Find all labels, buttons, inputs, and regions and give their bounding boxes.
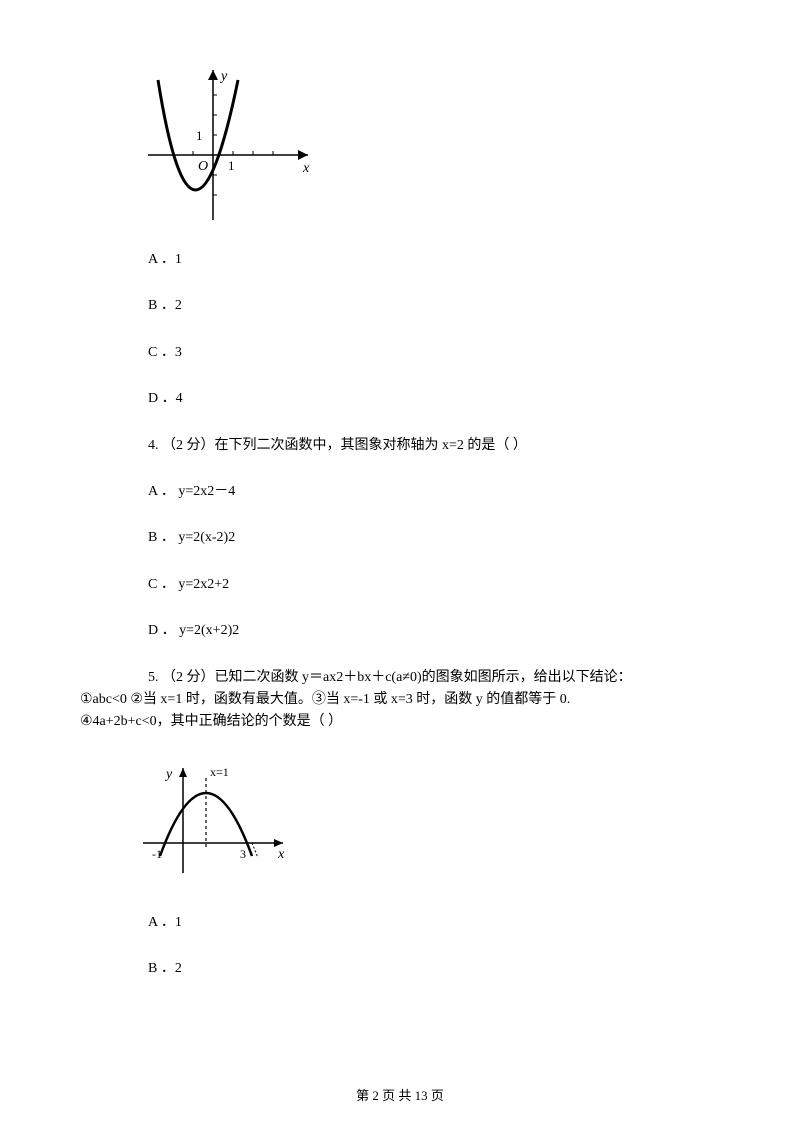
graph1-tick-y: 1 xyxy=(196,128,203,143)
q5-option-a: A ．1 xyxy=(80,912,720,934)
q5-option-b: B ．2 xyxy=(80,958,720,980)
q4-option-b: B ． y=2(x-2)2 xyxy=(80,527,720,549)
q5-stem: 5. （2 分）已知二次函数 y＝ax2＋bx＋c(a≠0)的图象如图所示，给出… xyxy=(80,667,720,734)
q5-line2: ①abc<0 ②当 x=1 时，函数有最大值。③当 x=-1 或 x=3 时，函… xyxy=(80,689,720,711)
graph-1-container: y x O 1 1 xyxy=(80,60,720,225)
page-content: y x O 1 1 A ．1 B ．2 C ．3 D ．4 4. （2 分）在下… xyxy=(0,0,800,1044)
graph-1-svg: y x O 1 1 xyxy=(138,60,318,225)
graph2-left-root: -1 xyxy=(152,847,162,861)
graph1-tick-x: 1 xyxy=(228,158,235,173)
q3-option-b: B ．2 xyxy=(80,295,720,317)
graph1-origin: O xyxy=(198,159,208,174)
q3-option-a: A ．1 xyxy=(80,249,720,271)
graph1-y-label: y xyxy=(219,69,228,84)
q4-option-a: A ． y=2x2－4 xyxy=(80,481,720,503)
q4-option-c: C ． y=2x2+2 xyxy=(80,574,720,596)
q4-option-d: D ． y=2(x+2)2 xyxy=(80,620,720,642)
graph-2-container: y x x=1 -1 3 xyxy=(80,758,720,878)
q3-option-c: C ．3 xyxy=(80,342,720,364)
graph2-right-root: 3 xyxy=(240,847,246,861)
q5-line3: ④4a+2b+c<0，其中正确结论的个数是（ ） xyxy=(80,711,720,733)
page-footer: 第 2 页 共 13 页 xyxy=(0,1085,800,1104)
q4-stem: 4. （2 分）在下列二次函数中，其图象对称轴为 x=2 的是（ ） xyxy=(80,435,720,457)
graph1-x-label: x xyxy=(302,161,310,176)
graph2-sym-label: x=1 xyxy=(210,765,229,779)
graph-2-svg: y x x=1 -1 3 xyxy=(138,758,293,878)
q3-option-d: D ．4 xyxy=(80,388,720,410)
graph2-x-label: x xyxy=(277,847,285,862)
graph2-y-label: y xyxy=(164,767,173,782)
q5-line1: 5. （2 分）已知二次函数 y＝ax2＋bx＋c(a≠0)的图象如图所示，给出… xyxy=(80,667,720,689)
